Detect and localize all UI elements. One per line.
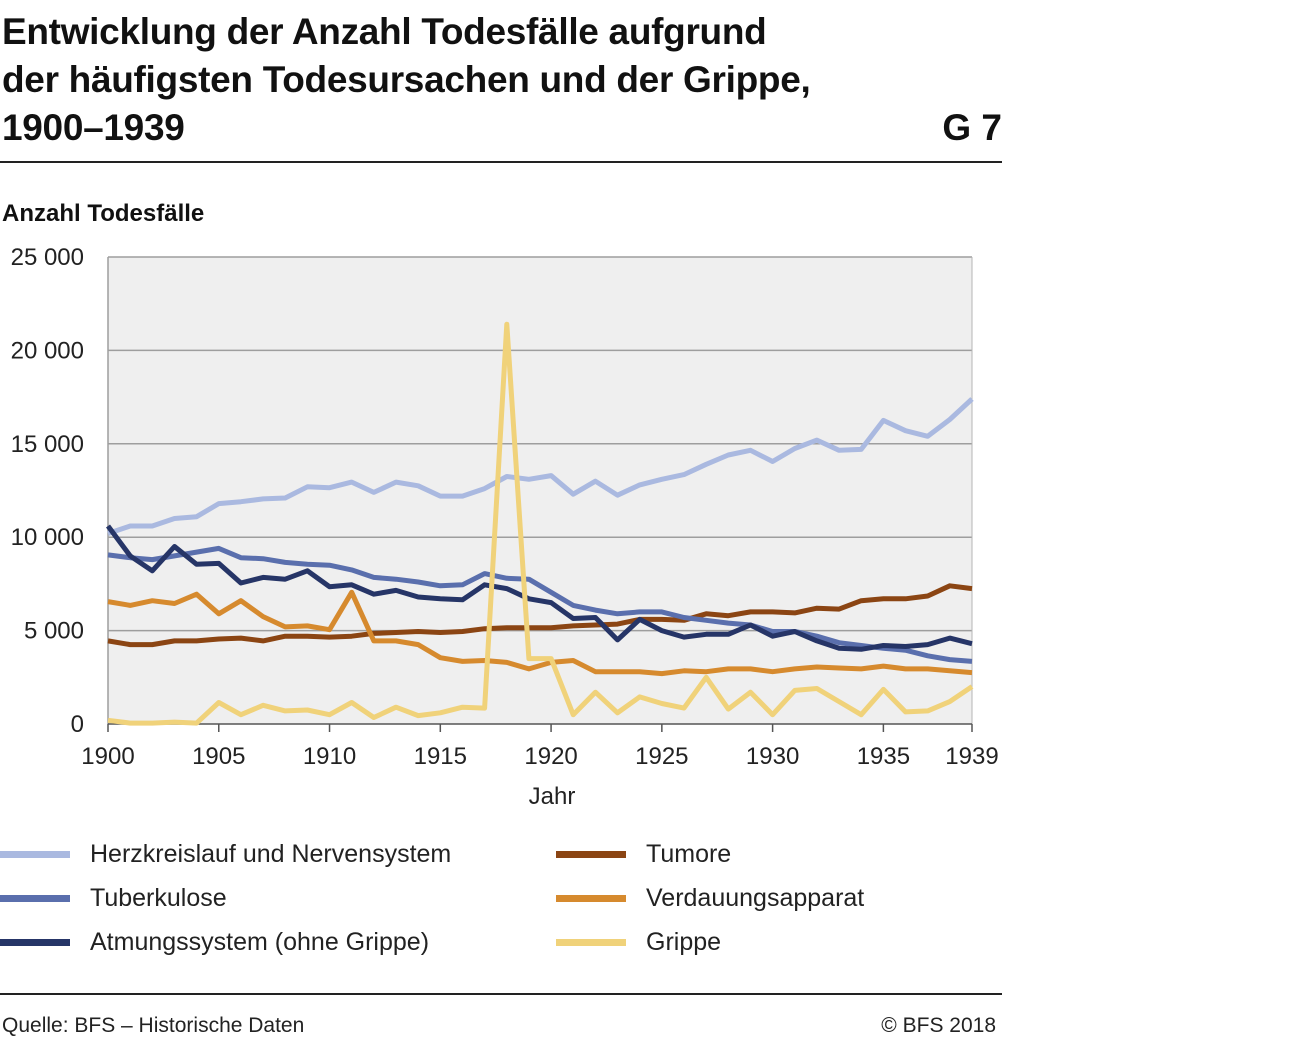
legend-swatch-herzkreislauf <box>0 850 70 858</box>
y-tick-label: 25 000 <box>11 244 84 271</box>
legend-label-herzkreislauf: Herzkreislauf und Nervensystem <box>90 839 452 868</box>
header-rule <box>0 161 1002 163</box>
y-tick-label: 5 000 <box>24 618 84 645</box>
x-tick-label: 1930 <box>746 743 799 770</box>
series-line-herzkreislauf-und-nervensystem <box>107 397 974 536</box>
legend-label-atmungssystem: Atmungssystem (ohne Grippe) <box>90 927 430 956</box>
legend-item-grippe: Grippe <box>556 920 721 964</box>
x-tick-label: 1925 <box>635 743 688 770</box>
series-line-verdauungsapparat <box>107 589 973 677</box>
title-line-2: der häufigsten Todesursachen und der Gri… <box>2 59 811 100</box>
legend-label-grippe: Grippe <box>646 927 722 956</box>
title-line-1: Entwicklung der Anzahl Todesfälle aufgru… <box>2 11 767 52</box>
legend-item-tuberkulose: Tuberkulose <box>0 876 227 920</box>
x-axis-title: Jahr <box>529 783 576 810</box>
legend-swatch-tumore <box>556 850 626 858</box>
line-chart: 0 5 000 10 000 15 000 20 000 25 000 1900 1905 19… <box>11 244 999 810</box>
legend: Herzkreislauf und Nervensystem Tumore Tu… <box>0 832 1000 972</box>
y-tick-label: 20 000 <box>11 337 84 364</box>
x-tick-label: 1920 <box>524 743 577 770</box>
legend-label-verdauungsapparat: Verdauungsapparat <box>646 883 865 912</box>
y-tick-label: 0 <box>71 711 84 738</box>
x-tick-label: 1915 <box>414 743 467 770</box>
source-note: Quelle: BFS – Historische Daten <box>2 1014 305 1037</box>
series-line-grippe <box>107 321 974 726</box>
legend-swatch-tuberkulose <box>0 894 70 902</box>
x-tick-label: 1905 <box>192 743 245 770</box>
x-tick-label: 1935 <box>857 743 910 770</box>
legend-swatch-grippe <box>556 938 626 946</box>
chart-title: Entwicklung der Anzahl Todesfälle aufgru… <box>2 8 902 152</box>
plot-background <box>108 257 972 724</box>
legend-label-tuberkulose: Tuberkulose <box>90 883 227 912</box>
series-line-atmungssystem-ohne-grippe <box>105 524 973 652</box>
legend-item-tumore: Tumore <box>556 832 731 876</box>
y-axis-title: Anzahl Todesfälle <box>2 200 205 227</box>
y-tick-label: 10 000 <box>11 524 84 551</box>
title-line-3: 1900–1939 <box>2 107 185 148</box>
legend-item-atmungssystem: Atmungssystem (ohne Grippe) <box>0 920 429 964</box>
series-line-tumore <box>107 583 973 648</box>
graphic-code: G 7 <box>942 107 1002 148</box>
legend-item-herzkreislauf: Herzkreislauf und Nervensystem <box>0 832 451 876</box>
x-tick-label: 1900 <box>81 743 134 770</box>
legend-item-verdauungsapparat: Verdauungsapparat <box>556 876 864 920</box>
series-line-tuberkulose <box>107 545 973 664</box>
copyright-note: © BFS 2018 <box>881 1014 996 1037</box>
x-tick-label: 1939 <box>945 743 998 770</box>
legend-swatch-atmungssystem <box>0 938 70 946</box>
y-tick-label: 15 000 <box>11 431 84 458</box>
legend-label-tumore: Tumore <box>646 839 732 868</box>
footer-rule <box>0 993 1002 995</box>
x-tick-label: 1910 <box>303 743 356 770</box>
legend-swatch-verdauungsapparat <box>556 894 626 902</box>
